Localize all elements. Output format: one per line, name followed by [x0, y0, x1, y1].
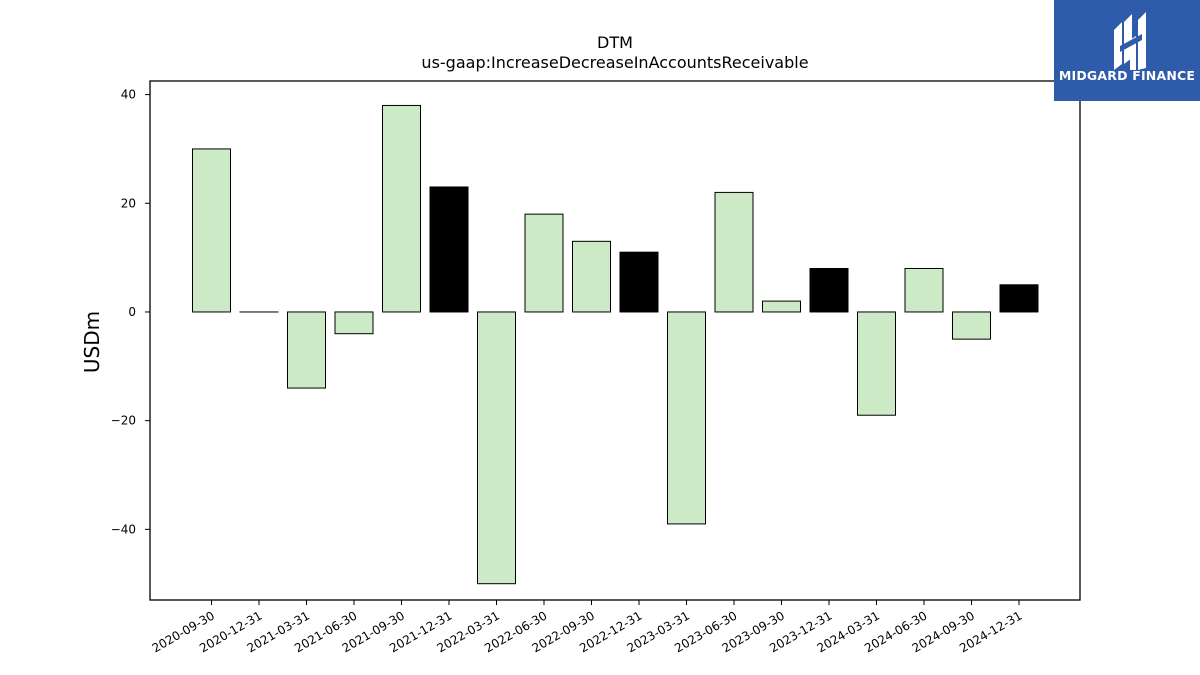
y-ticks-group: −40 −20 0 20 40 [111, 88, 150, 536]
y-axis-label: USDm [80, 311, 104, 373]
bar-2021-09-30 [382, 104, 421, 313]
bar-2022-09-30 [572, 240, 611, 313]
y-tick-label: 20 [121, 196, 136, 210]
y-tick-label: 0 [128, 305, 136, 319]
y-tick-label: −20 [111, 414, 136, 428]
x-ticks-group: 2020-09-302020-12-312021-03-312021-06-30… [150, 600, 1025, 655]
bar-2021-03-31 [287, 311, 326, 389]
bar-2023-09-30 [762, 300, 801, 313]
logo-mark-icon [1114, 12, 1146, 70]
bar-2023-12-31 [809, 267, 849, 313]
bar-2023-03-31 [667, 311, 706, 525]
bar-2023-06-30 [714, 191, 754, 313]
y-tick-label: 40 [121, 88, 136, 102]
bar-2022-03-31 [477, 311, 516, 585]
y-tick-label: −40 [111, 522, 136, 536]
chart-subtitle: us-gaap:IncreaseDecreaseInAccountsReceiv… [421, 53, 808, 72]
bar-2022-12-31 [619, 251, 659, 313]
midgard-finance-logo: MIDGARD FINANCE [1054, 0, 1200, 101]
bar-2021-06-30 [334, 311, 374, 335]
bar-2024-06-30 [904, 267, 944, 313]
plot-frame [149, 80, 1081, 601]
bar-2024-12-31 [999, 284, 1039, 313]
logo-text: MIDGARD FINANCE [1058, 68, 1196, 83]
bar-2024-03-31 [857, 311, 896, 416]
chart-title: DTM [597, 33, 633, 52]
bar-2020-09-30 [192, 148, 231, 313]
bar-2022-06-30 [524, 213, 564, 313]
bar-2024-09-30 [952, 311, 991, 340]
bars-group [192, 104, 1039, 585]
bar-2021-12-31 [429, 186, 469, 313]
